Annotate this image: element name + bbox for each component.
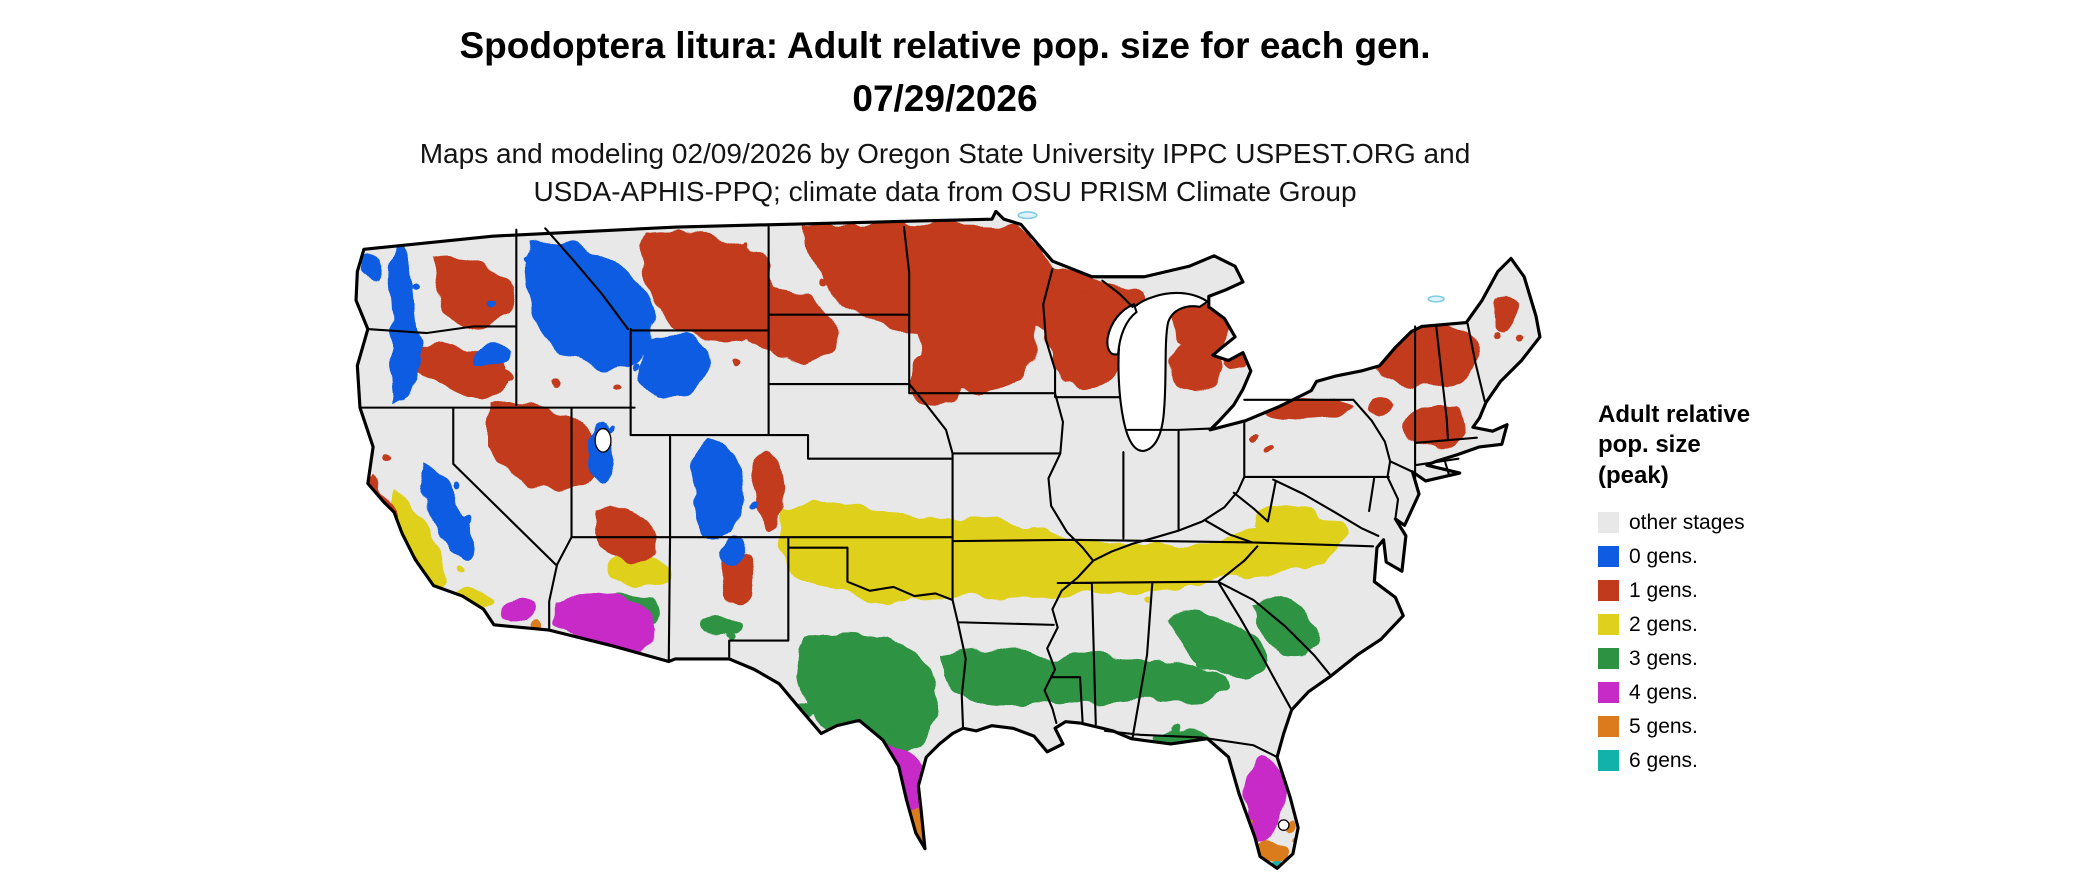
- legend-label-1-gens: 1 gens.: [1629, 578, 1698, 602]
- page-title: Spodoptera litura: Adult relative pop. s…: [459, 25, 1431, 66]
- credits-line-2: USDA-APHIS-PPQ; climate data from OSU PR…: [533, 175, 1357, 207]
- legend-swatch-other-stages: [1598, 512, 1619, 534]
- lake-michigan: [1117, 291, 1210, 452]
- green-bay: [1106, 302, 1138, 356]
- legend-row-other-stages: other stages: [1598, 509, 1878, 536]
- legend-row-6-gens: 6 gens.: [1598, 747, 1878, 774]
- legend-swatch-3-gens: [1598, 648, 1619, 670]
- legend-swatch-2-gens: [1598, 614, 1619, 636]
- legend-title-line-2: pop. size: [1598, 431, 1701, 459]
- legend-swatch-1-gens: [1598, 580, 1619, 602]
- legend-label-other-stages: other stages: [1629, 510, 1745, 534]
- legend-row-2-gens: 2 gens.: [1598, 611, 1878, 638]
- legend-row-4-gens: 4 gens.: [1598, 679, 1878, 706]
- state-borders: [358, 225, 1486, 759]
- map-date: 07/29/2026: [852, 77, 1038, 119]
- legend-swatch-5-gens: [1598, 716, 1619, 738]
- legend-label-5-gens: 5 gens.: [1629, 714, 1698, 738]
- region-2-gens: [388, 488, 1349, 611]
- legend-swatch-4-gens: [1598, 682, 1619, 704]
- canada-lakes: [1017, 211, 1445, 303]
- legend-items: other stages 0 gens. 1 gens. 2 gens. 3 g…: [1598, 509, 1878, 774]
- legend-swatch-6-gens: [1598, 750, 1619, 772]
- legend-title: Adult relative pop. size (peak): [1598, 400, 1878, 491]
- legend-row-0-gens: 0 gens.: [1598, 543, 1878, 570]
- legend: Adult relative pop. size (peak) other st…: [1598, 400, 1878, 781]
- credits-line-1: Maps and modeling 02/09/2026 by Oregon S…: [419, 138, 1471, 170]
- legend-title-line-3: (peak): [1598, 461, 1669, 489]
- generation-raster-layer: [361, 222, 1525, 869]
- legend-row-3-gens: 3 gens.: [1598, 645, 1878, 672]
- legend-label-2-gens: 2 gens.: [1629, 612, 1698, 636]
- legend-row-5-gens: 5 gens.: [1598, 713, 1878, 740]
- legend-label-4-gens: 4 gens.: [1629, 680, 1698, 704]
- great-salt-lake: [594, 427, 612, 453]
- legend-row-1-gens: 1 gens.: [1598, 577, 1878, 604]
- region-6-gens: [923, 844, 1287, 869]
- us-map-svg: [354, 210, 1542, 870]
- header: Spodoptera litura: Adult relative pop. s…: [0, 20, 1890, 211]
- legend-label-6-gens: 6 gens.: [1629, 748, 1698, 772]
- us-generation-map: [335, 210, 1557, 884]
- legend-label-0-gens: 0 gens.: [1629, 544, 1698, 568]
- legend-title-line-1: Adult relative: [1598, 401, 1751, 428]
- legend-label-3-gens: 3 gens.: [1629, 646, 1698, 670]
- credits: Maps and modeling 02/09/2026 by Oregon S…: [0, 135, 1890, 211]
- region-0-gens: [361, 240, 757, 570]
- legend-swatch-0-gens: [1598, 546, 1619, 568]
- lake-okeechobee: [1277, 819, 1290, 831]
- inland-lakes: [594, 291, 1290, 831]
